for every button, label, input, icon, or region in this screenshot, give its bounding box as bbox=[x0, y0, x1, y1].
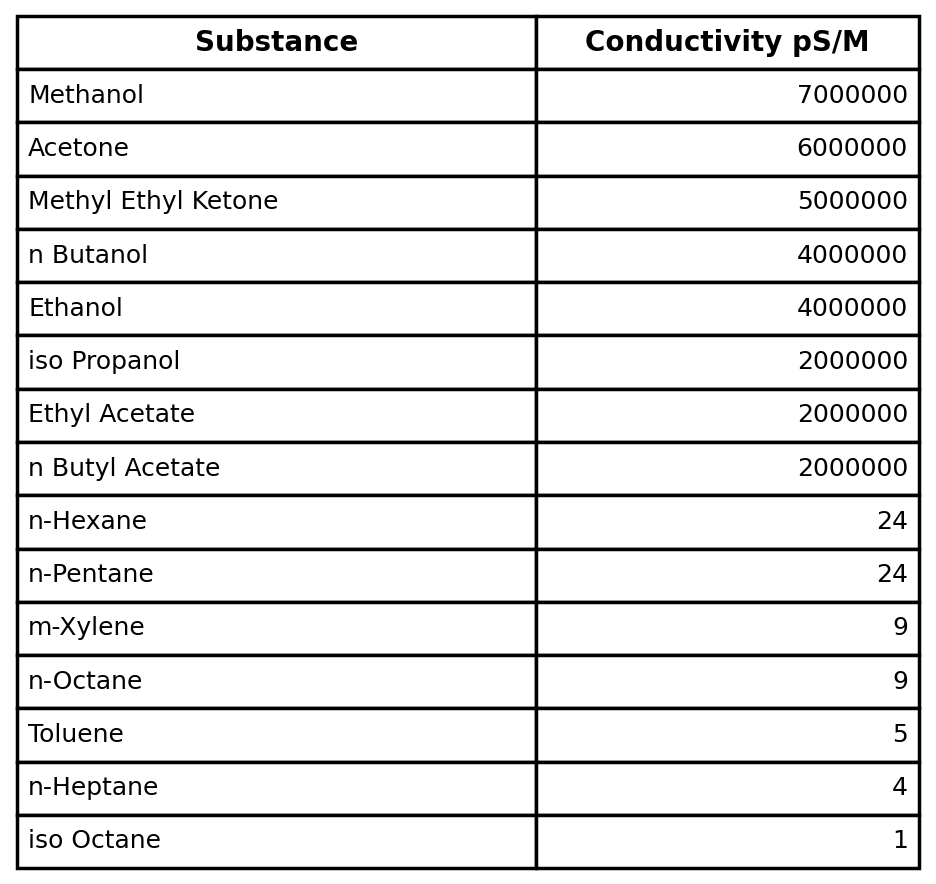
Bar bbox=[535, 176, 919, 229]
Bar bbox=[17, 442, 535, 495]
Bar bbox=[535, 69, 919, 123]
Text: 4000000: 4000000 bbox=[797, 297, 908, 321]
Bar bbox=[535, 389, 919, 442]
Text: 4000000: 4000000 bbox=[797, 244, 908, 268]
Bar bbox=[535, 548, 919, 602]
Bar bbox=[17, 229, 535, 282]
Text: m-Xylene: m-Xylene bbox=[28, 616, 146, 640]
Text: 5: 5 bbox=[892, 723, 908, 747]
Bar bbox=[17, 335, 535, 389]
Text: n Butyl Acetate: n Butyl Acetate bbox=[28, 457, 221, 481]
Text: n-Octane: n-Octane bbox=[28, 670, 143, 694]
Text: Ethyl Acetate: Ethyl Acetate bbox=[28, 403, 196, 427]
Bar bbox=[17, 16, 535, 69]
Bar bbox=[535, 442, 919, 495]
Bar bbox=[535, 122, 919, 176]
Text: 2000000: 2000000 bbox=[797, 350, 908, 374]
Bar bbox=[17, 602, 535, 655]
Bar bbox=[17, 495, 535, 548]
Text: 6000000: 6000000 bbox=[797, 137, 908, 161]
Bar bbox=[17, 122, 535, 176]
Text: Acetone: Acetone bbox=[28, 137, 130, 161]
Bar bbox=[535, 815, 919, 868]
Text: 7000000: 7000000 bbox=[797, 84, 908, 108]
Text: Methanol: Methanol bbox=[28, 84, 144, 108]
Text: n-Pentane: n-Pentane bbox=[28, 563, 154, 587]
Text: n-Hexane: n-Hexane bbox=[28, 510, 148, 534]
Bar bbox=[17, 655, 535, 708]
Text: 5000000: 5000000 bbox=[797, 190, 908, 214]
Text: 9: 9 bbox=[892, 670, 908, 694]
Text: 24: 24 bbox=[876, 563, 908, 587]
Text: 2000000: 2000000 bbox=[797, 457, 908, 481]
Bar bbox=[535, 655, 919, 708]
Bar bbox=[535, 761, 919, 815]
Bar bbox=[17, 761, 535, 815]
Bar bbox=[17, 548, 535, 602]
Text: 9: 9 bbox=[892, 616, 908, 640]
Text: n-Heptane: n-Heptane bbox=[28, 776, 159, 800]
Bar bbox=[535, 229, 919, 282]
Text: n Butanol: n Butanol bbox=[28, 244, 148, 268]
Bar bbox=[535, 602, 919, 655]
Text: 4: 4 bbox=[892, 776, 908, 800]
Bar bbox=[535, 335, 919, 389]
Text: Toluene: Toluene bbox=[28, 723, 124, 747]
Text: 2000000: 2000000 bbox=[797, 403, 908, 427]
Bar bbox=[17, 815, 535, 868]
Text: iso Octane: iso Octane bbox=[28, 829, 161, 853]
Bar bbox=[535, 495, 919, 548]
Text: Methyl Ethyl Ketone: Methyl Ethyl Ketone bbox=[28, 190, 279, 214]
Text: Substance: Substance bbox=[195, 28, 358, 57]
Bar bbox=[17, 69, 535, 123]
Text: 24: 24 bbox=[876, 510, 908, 534]
Text: 1: 1 bbox=[892, 829, 908, 853]
Bar bbox=[535, 16, 919, 69]
Bar bbox=[17, 282, 535, 335]
Bar bbox=[17, 389, 535, 442]
Text: iso Propanol: iso Propanol bbox=[28, 350, 181, 374]
Text: Ethanol: Ethanol bbox=[28, 297, 123, 321]
Bar bbox=[535, 282, 919, 335]
Text: Conductivity pS/M: Conductivity pS/M bbox=[585, 28, 870, 57]
Bar bbox=[17, 176, 535, 229]
Bar bbox=[535, 708, 919, 761]
Bar bbox=[17, 708, 535, 761]
